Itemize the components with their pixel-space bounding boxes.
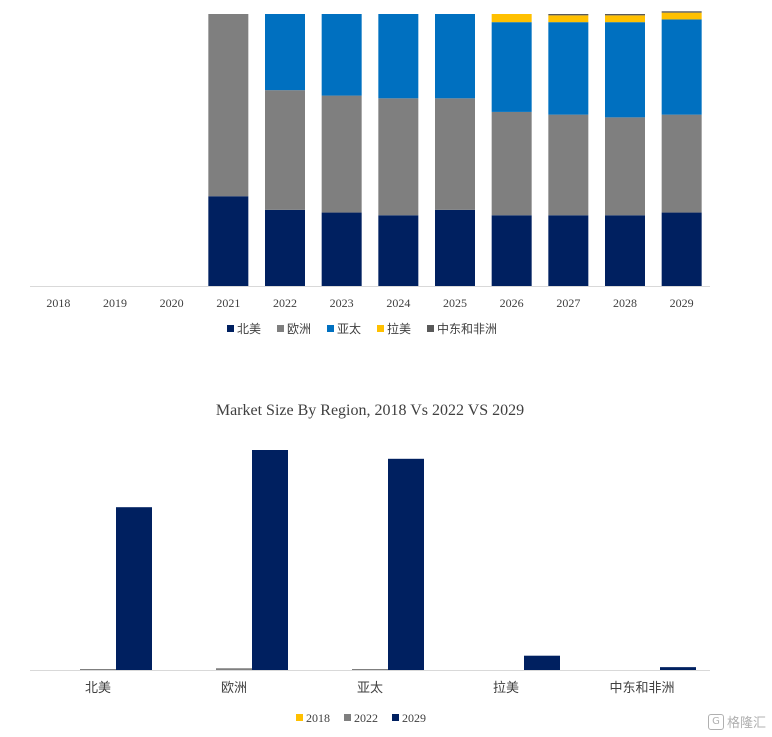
bar-2028-中东和非洲 [605,14,645,16]
bar-2024-欧洲 [378,98,419,216]
legend-swatch-2029 [392,714,399,721]
legend-label-2029: 2029 [402,711,426,725]
x-tick-2018: 2018 [46,296,70,310]
legend-swatch-中东和非洲 [427,325,434,332]
x-tick-拉美: 拉美 [493,680,519,695]
region-bar-chart: Market Size By Region, 2018 Vs 2022 VS 2… [30,402,710,725]
x-tick-北美: 北美 [85,680,111,695]
x-tick-欧洲: 欧洲 [221,680,247,695]
x-tick-2021: 2021 [216,296,240,310]
bar-拉美-2029 [524,655,560,670]
legend-swatch-北美 [227,325,234,332]
bar-2028-拉美 [605,15,645,23]
legend-swatch-亚太 [327,325,334,332]
legend-swatch-2018 [296,714,303,721]
legend-label-欧洲: 欧洲 [287,322,311,336]
bar-2028-亚太 [605,22,645,118]
legend-label-2022: 2022 [354,711,378,725]
bar-2029-欧洲 [661,114,702,213]
x-tick-2027: 2027 [556,296,580,310]
bar-2029-亚太 [661,19,702,115]
bar-中东和非洲-2029 [660,667,696,670]
watermark-text: 格隆汇 [726,716,766,731]
watermark: G 格隆汇 [707,712,766,731]
bar-亚太-2029 [388,458,424,670]
bar-欧洲-2029 [252,450,288,670]
bar-2025-北美 [435,209,475,286]
bar-2028-欧洲 [605,117,645,216]
bar-2025-欧洲 [435,98,475,210]
bar-2029-拉美 [661,12,702,20]
bar-2023-亚太 [321,14,362,96]
bar-2027-中东和非洲 [548,14,589,16]
bar-2027-北美 [548,215,589,286]
x-tick-2019: 2019 [103,296,127,310]
legend-swatch-欧洲 [277,325,284,332]
x-tick-2023: 2023 [330,296,354,310]
bar-2026-北美 [491,215,532,286]
legend-swatch-2022 [344,714,351,721]
bar-2022-亚太 [265,14,305,91]
bar-2021-北美 [208,196,249,286]
bar-2026-拉美 [491,14,532,23]
watermark-logo-icon: G [707,713,724,730]
bar-2026-亚太 [491,22,532,112]
x-tick-亚太: 亚太 [357,680,383,695]
bar-2021-欧洲 [208,14,249,197]
bar-2024-亚太 [378,14,419,99]
legend-label-北美: 北美 [237,322,261,336]
x-tick-2029: 2029 [670,296,694,310]
legend-label-拉美: 拉美 [387,321,411,336]
chart-title: Market Size By Region, 2018 Vs 2022 VS 2… [216,402,524,419]
bar-2029-中东和非洲 [661,11,702,13]
bar-2028-北美 [605,215,645,286]
x-tick-2020: 2020 [160,296,184,310]
stacked-bar-chart: 2018 2019 2020 2021 2022 2023 2024 2025 2026 2027… [30,11,710,336]
bar-2022-北美 [265,209,305,286]
bar-北美-2029 [116,507,152,670]
legend-label-2018: 2018 [306,711,330,725]
bar-亚太-2022 [352,669,388,670]
bar-2022-欧洲 [265,90,305,210]
legend-swatch-拉美 [377,325,384,332]
bar-2023-欧洲 [321,95,362,213]
x-tick-2026: 2026 [500,296,524,310]
bar-2024-北美 [378,215,419,286]
bar-北美-2022 [80,669,116,670]
legend-label-中东和非洲: 中东和非洲 [437,321,497,336]
bar-2026-欧洲 [491,111,532,216]
bar-2027-拉美 [548,15,589,23]
bar-2027-亚太 [548,22,589,115]
x-tick-2025: 2025 [443,296,467,310]
x-tick-2028: 2028 [613,296,637,310]
bar-欧洲-2022 [216,668,252,670]
x-tick-2024: 2024 [386,296,410,310]
legend-label-亚太: 亚太 [337,321,361,336]
bar-2029-北美 [661,212,702,286]
bar-2025-亚太 [435,14,475,99]
x-tick-2022: 2022 [273,296,297,310]
x-tick-中东和非洲: 中东和非洲 [609,680,674,695]
bar-2023-北美 [321,212,362,286]
bar-2027-欧洲 [548,114,589,216]
